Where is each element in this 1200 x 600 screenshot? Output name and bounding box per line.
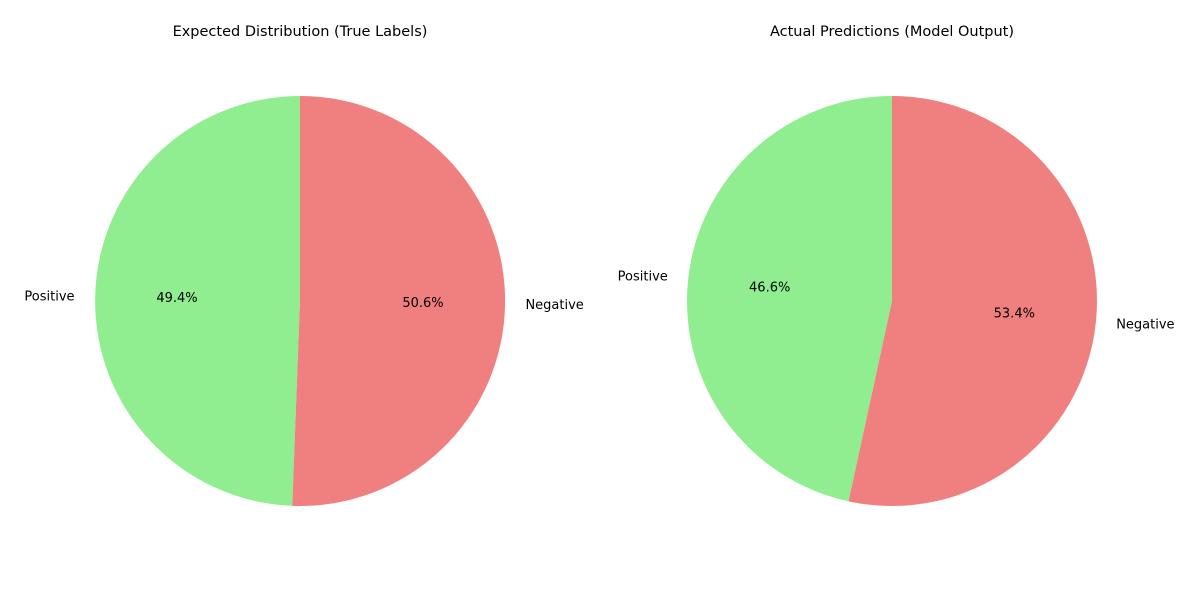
pie-chart-expected: Expected Distribution (True Labels) Posi… (24, 24, 584, 506)
slices-actual: Positive 46.6% Negative 53.4% (618, 96, 1175, 506)
pct-label-actual-negative: 53.4% (994, 307, 1035, 322)
chart-title-expected: Expected Distribution (True Labels) (173, 24, 428, 40)
pct-label-expected-positive: 49.4% (156, 291, 197, 306)
pie-slice-expected-positive (95, 96, 300, 506)
chart-title-actual: Actual Predictions (Model Output) (770, 24, 1014, 40)
pct-label-expected-negative: 50.6% (402, 296, 443, 311)
slice-label-expected-negative: Negative (525, 298, 583, 313)
slice-label-actual-positive: Positive (618, 269, 668, 284)
pie-slice-actual-positive (687, 96, 892, 502)
pie-slice-actual-negative (848, 96, 1098, 506)
slices-expected: Positive 49.4% Negative 50.6% (24, 95, 584, 506)
pct-label-actual-positive: 46.6% (749, 280, 790, 295)
pie-slice-expected-negative (292, 95, 506, 506)
slice-label-actual-negative: Negative (1116, 318, 1174, 333)
slice-label-expected-positive: Positive (24, 289, 74, 304)
pie-chart-actual: Actual Predictions (Model Output) Positi… (618, 24, 1175, 506)
